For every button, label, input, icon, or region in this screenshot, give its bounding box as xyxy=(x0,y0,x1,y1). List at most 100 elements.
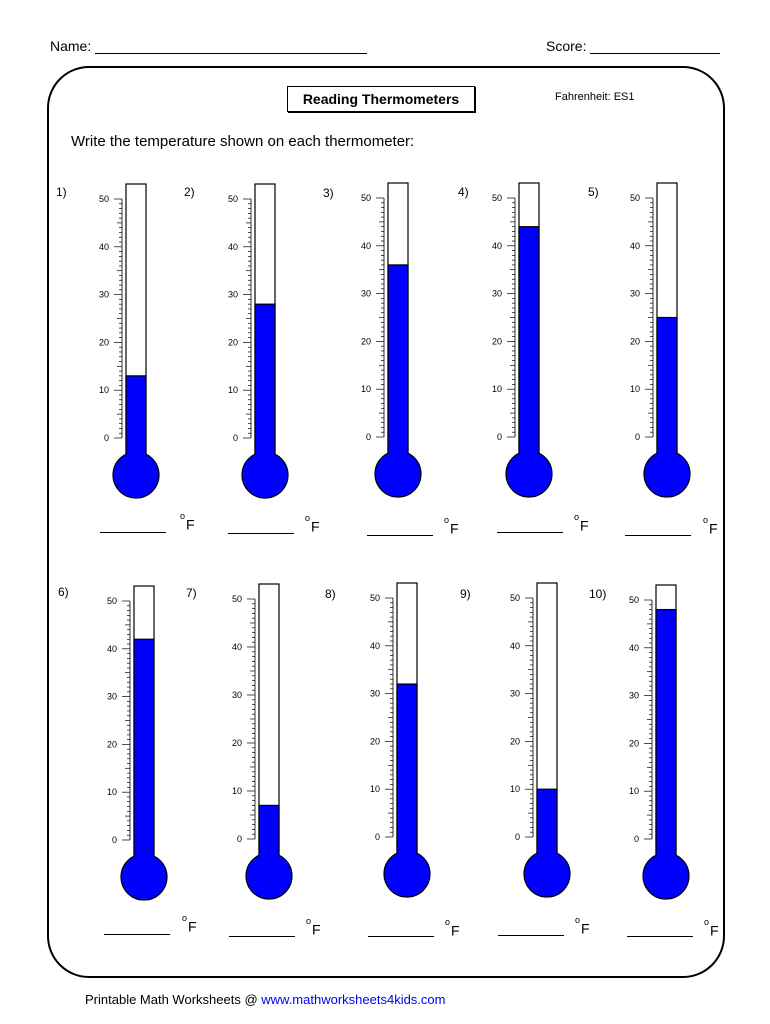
question-number: 6) xyxy=(58,585,69,599)
unit-label: oF xyxy=(444,515,459,537)
unit-label: oF xyxy=(306,916,321,938)
scale-label: 20 xyxy=(629,738,639,748)
scale-label: 20 xyxy=(361,336,371,346)
scale-label: 30 xyxy=(361,289,371,299)
answer-line[interactable] xyxy=(228,533,294,534)
answer-line[interactable] xyxy=(497,532,563,533)
worksheet-title: Reading Thermometers xyxy=(287,86,475,112)
scale-label: 0 xyxy=(635,432,640,442)
scale-label: 40 xyxy=(370,641,380,651)
degree-symbol: o xyxy=(575,915,581,925)
worksheet-frame xyxy=(47,66,725,978)
scale-label: 50 xyxy=(361,193,371,203)
scale-label: 10 xyxy=(361,384,371,394)
scale-label: 20 xyxy=(492,336,502,346)
scale-label: 20 xyxy=(107,739,117,749)
scale-label: 40 xyxy=(107,644,117,654)
scale-label: 50 xyxy=(370,593,380,603)
scale-label: 0 xyxy=(112,835,117,845)
answer-line[interactable] xyxy=(627,936,693,937)
scale-label: 50 xyxy=(629,595,639,605)
scale-label: 40 xyxy=(99,242,109,252)
scale-label: 10 xyxy=(107,787,117,797)
scale-label: 0 xyxy=(634,834,639,844)
unit-text: F xyxy=(710,922,719,939)
scale-label: 0 xyxy=(366,432,371,442)
footer: Printable Math Worksheets @ www.mathwork… xyxy=(85,992,445,1007)
scale-label: 0 xyxy=(233,433,238,443)
scale-label: 50 xyxy=(492,193,502,203)
unit-text: F xyxy=(709,520,718,537)
answer-line[interactable] xyxy=(368,936,434,937)
scale-label: 50 xyxy=(232,594,242,604)
scale-label: 40 xyxy=(361,241,371,251)
unit-text: F xyxy=(581,920,590,937)
unit-text: F xyxy=(580,517,589,534)
scale-label: 40 xyxy=(630,241,640,251)
answer-line[interactable] xyxy=(100,532,166,533)
answer-line[interactable] xyxy=(104,934,170,935)
name-line[interactable] xyxy=(95,39,368,54)
scale-label: 10 xyxy=(492,384,502,394)
degree-symbol: o xyxy=(306,916,312,926)
question-number: 4) xyxy=(458,185,469,199)
answer-line[interactable] xyxy=(625,535,691,536)
scale-label: 30 xyxy=(228,290,238,300)
question-number: 2) xyxy=(184,185,195,199)
question-number: 1) xyxy=(56,185,67,199)
scale-label: 40 xyxy=(510,641,520,651)
scale-label: 50 xyxy=(228,194,238,204)
scale-label: 20 xyxy=(630,336,640,346)
scale-label: 40 xyxy=(232,642,242,652)
scale-label: 20 xyxy=(510,736,520,746)
scale-label: 0 xyxy=(104,433,109,443)
score-field: Score: xyxy=(546,38,721,54)
unit-label: oF xyxy=(182,913,197,935)
answer-line[interactable] xyxy=(229,936,295,937)
unit-label: oF xyxy=(703,515,718,537)
question-number: 3) xyxy=(323,186,334,200)
unit-label: oF xyxy=(445,917,460,939)
question-number: 10) xyxy=(589,587,607,601)
answer-line[interactable] xyxy=(367,535,433,536)
scale-label: 10 xyxy=(232,786,242,796)
unit-label: oF xyxy=(574,512,589,534)
degree-symbol: o xyxy=(703,515,709,525)
scale-label: 30 xyxy=(492,289,502,299)
degree-symbol: o xyxy=(305,513,311,523)
scale-label: 20 xyxy=(232,738,242,748)
unit-text: F xyxy=(188,918,197,935)
degree-symbol: o xyxy=(445,917,451,927)
answer-line[interactable] xyxy=(498,935,564,936)
question-number: 8) xyxy=(325,587,336,601)
scale-label: 30 xyxy=(510,689,520,699)
scale-label: 50 xyxy=(99,194,109,204)
scale-label: 20 xyxy=(228,337,238,347)
scale-label: 50 xyxy=(630,193,640,203)
scale-label: 40 xyxy=(228,242,238,252)
scale-label: 10 xyxy=(228,385,238,395)
thermometer-bulb xyxy=(642,852,690,900)
unit-text: F xyxy=(312,921,321,938)
scale-label: 10 xyxy=(630,384,640,394)
scale-label: 30 xyxy=(630,289,640,299)
unit-label: oF xyxy=(180,511,195,533)
question-number: 9) xyxy=(460,587,471,601)
degree-symbol: o xyxy=(574,512,580,522)
unit-label: oF xyxy=(305,513,320,535)
score-line[interactable] xyxy=(590,39,721,54)
scale-label: 10 xyxy=(510,784,520,794)
footer-link[interactable]: www.mathworksheets4kids.com xyxy=(261,992,446,1007)
scale-label: 0 xyxy=(497,432,502,442)
scale-label: 30 xyxy=(99,290,109,300)
scale-label: 30 xyxy=(232,690,242,700)
mercury-column xyxy=(655,608,677,877)
question-number: 7) xyxy=(186,586,197,600)
